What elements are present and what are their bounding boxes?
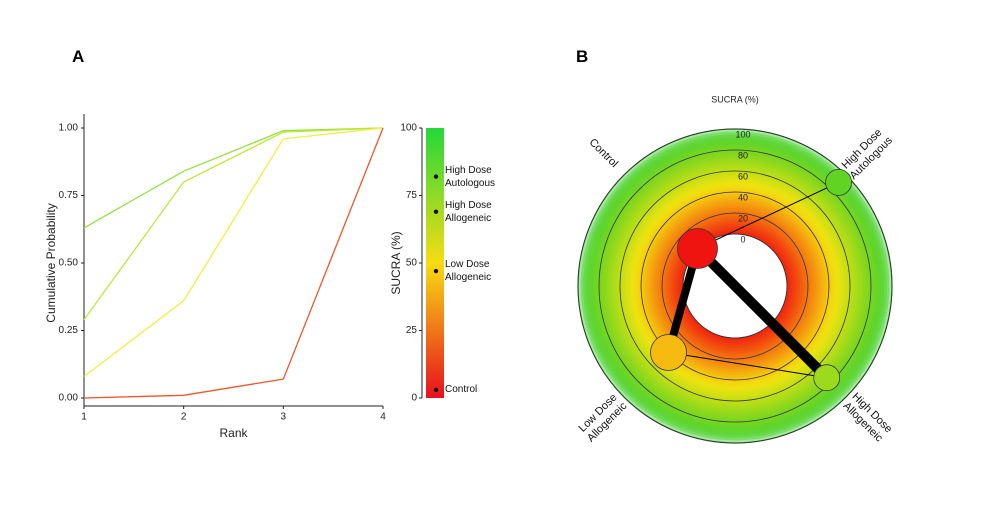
colorbar	[426, 128, 444, 398]
x-tick-label: 2	[181, 412, 187, 423]
sucra-point	[433, 387, 439, 393]
sucra-point	[433, 209, 439, 214]
y-tick-label: 0.50	[59, 258, 79, 269]
ring-line	[661, 212, 809, 360]
y-tick-label: 0.75	[59, 190, 79, 201]
y-tick-label: 1.00	[59, 123, 79, 134]
sucra-point	[433, 174, 439, 179]
panel-label: B	[576, 47, 589, 66]
y-tick-label: 0.25	[59, 325, 79, 336]
x-tick-label: 3	[281, 412, 287, 423]
edge	[693, 244, 831, 382]
series-line	[83, 127, 384, 321]
sucra-label: Low Dose Allogeneic	[445, 259, 492, 284]
x-tick-label: 1	[81, 412, 87, 423]
ring-label: 80	[738, 150, 748, 160]
y-tick-label: 0.00	[59, 393, 79, 404]
node	[677, 228, 718, 269]
colorbar-tick-label: 100	[400, 123, 417, 134]
colorbar-label: SUCRA (%)	[389, 231, 403, 294]
series-line	[83, 127, 384, 229]
panel-label: A	[72, 47, 85, 66]
node	[813, 364, 841, 392]
sucra-label: High Dose Autologous	[445, 164, 496, 189]
series-line	[83, 127, 384, 377]
colorbar-tick-label: 0	[411, 393, 417, 404]
edge	[668, 351, 827, 379]
edge	[697, 181, 839, 249]
ring-label: 20	[738, 213, 748, 223]
sucra-point	[433, 268, 439, 274]
y-axis-label: Cumulative Probability	[44, 203, 58, 322]
series-line	[83, 127, 384, 399]
ring-label: 0	[740, 234, 745, 244]
ring-line	[640, 191, 830, 381]
ring-line	[619, 170, 851, 402]
ring-line	[577, 128, 893, 444]
ring-label: 40	[738, 192, 748, 202]
colorbar-tick-label: 25	[406, 325, 418, 336]
colorbar-tick-label: 75	[406, 190, 418, 201]
sucra-label: High Dose Allogeneic	[445, 199, 492, 224]
ring-line	[598, 149, 872, 423]
node	[825, 169, 852, 196]
colorbar-tick-label: 50	[406, 258, 418, 269]
chart-title: SUCRA (%)	[711, 94, 759, 104]
ring-label: 60	[738, 171, 748, 181]
x-axis-label: Rank	[219, 426, 248, 440]
x-tick-label: 4	[380, 412, 386, 423]
sucra-label: Control	[445, 383, 478, 395]
node	[650, 334, 687, 371]
ring-label: 100	[735, 129, 750, 139]
